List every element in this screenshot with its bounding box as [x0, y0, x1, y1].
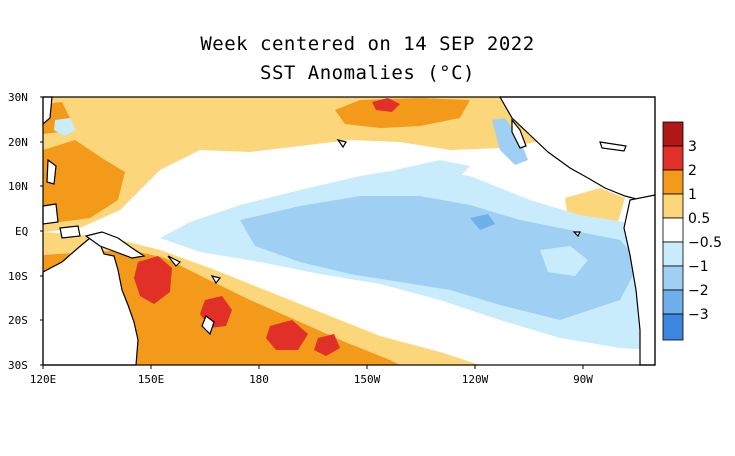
map-subtitle: SST Anomalies (°C) [260, 62, 475, 84]
south-hot-patch-2 [266, 320, 308, 350]
cuba-island [599, 141, 627, 152]
legend-swatch-2-to-3 [662, 145, 684, 171]
solomon-island [167, 255, 182, 267]
australia-land [42, 237, 139, 366]
philippines-island [46, 158, 57, 185]
axis-ticks [40, 96, 584, 369]
lat-label-20n: 20N [8, 136, 28, 149]
lon-label-150w: 150W [354, 373, 381, 386]
lon-label-90w: 90W [573, 373, 593, 386]
cool-anomaly-white-gap [540, 246, 588, 276]
legend-label-1: 1 [688, 187, 697, 203]
lat-label-eq: EQ [15, 225, 28, 238]
lat-label-20s: 20S [8, 314, 28, 327]
legend-label-neg-0-5: −0.5 [688, 235, 722, 251]
galapagos-island [572, 231, 581, 238]
color-legend [662, 121, 684, 341]
legend-label-neg-3: −3 [688, 307, 709, 323]
land [42, 96, 656, 366]
northeast-hot-spot [372, 98, 400, 112]
lon-label-150e: 150E [138, 373, 165, 386]
fiji-island [210, 275, 222, 285]
south-hot-patch-3 [314, 334, 340, 356]
northeast-warm-patch [335, 98, 470, 128]
lat-label-30s: 30S [8, 359, 28, 372]
equatorial-cool-core [240, 196, 640, 320]
lat-label-30n: 30N [8, 91, 28, 104]
legend-swatch-below-neg3 [662, 313, 684, 341]
lat-label-10n: 10N [8, 180, 28, 193]
coral-sea-hot-spot [134, 256, 172, 304]
color-legend-labels: 3 2 1 0.5 −0.5 −1 −2 −3 [688, 139, 722, 323]
legend-swatch-neg1-to-neg2 [662, 265, 684, 291]
northwest-warm-pool [43, 140, 125, 222]
legend-swatch-neg05-to-neg1 [662, 241, 684, 267]
baja-island [511, 118, 527, 149]
legend-label-neg-1: −1 [688, 259, 709, 275]
indonesia-island [59, 225, 81, 239]
legend-swatch-neg2-to-neg3 [662, 289, 684, 315]
lon-label-180: 180 [249, 373, 269, 386]
legend-label-0-5: 0.5 [688, 211, 710, 227]
legend-swatch-above-3 [662, 121, 684, 147]
legend-swatch-1-to-2 [662, 169, 684, 195]
new-guinea-land [84, 231, 146, 259]
legend-label-2: 2 [688, 163, 697, 179]
equatorial-cool-strong-patch [470, 214, 495, 230]
legend-swatch-neutral [662, 217, 684, 243]
islands [42, 118, 627, 336]
hawaii-island [336, 139, 347, 149]
legend-label-3: 3 [688, 139, 697, 155]
new-zealand-island [201, 315, 215, 336]
california-cool-strip [492, 118, 528, 165]
lon-label-120e: 120E [30, 373, 57, 386]
north-cool-patch [395, 160, 470, 184]
legend-swatch-05-to-1 [662, 193, 684, 219]
lat-label-10s: 10S [8, 270, 28, 283]
map-title: Week centered on 14 SEP 2022 [200, 33, 535, 55]
northwest-cool-spot [54, 118, 76, 136]
legend-label-neg-2: −2 [688, 283, 709, 299]
lon-label-120w: 120W [462, 373, 489, 386]
borneo-island [42, 203, 59, 225]
